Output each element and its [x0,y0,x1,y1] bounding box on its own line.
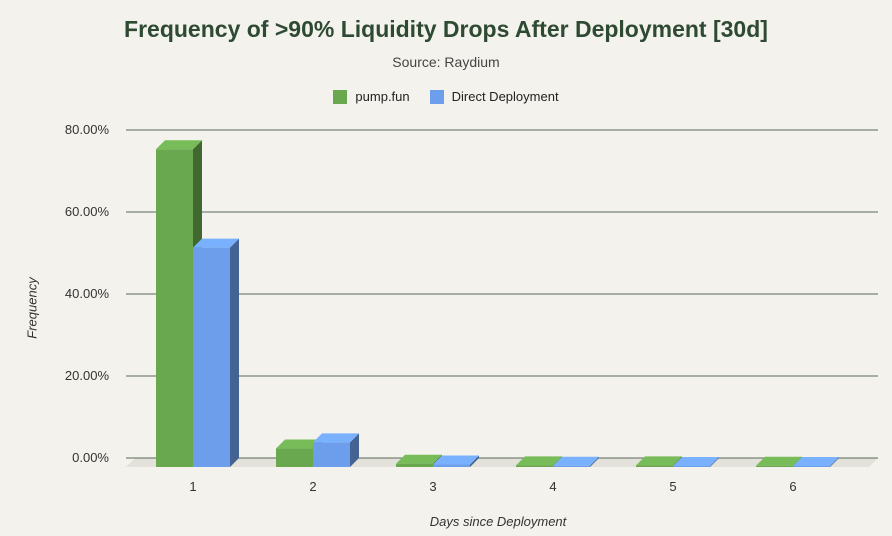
bar-front [636,465,673,467]
bar-top [193,238,239,248]
bar-front [396,463,433,467]
legend-item-pump-fun[interactable]: pump.fun [333,89,410,104]
bar-direct-deployment-day-2[interactable] [313,433,359,467]
chart-title: Frequency of >90% Liquidity Drops After … [124,16,768,42]
legend-label-direct-deployment: Direct Deployment [451,89,559,104]
bar-top [276,439,322,449]
legend: pump.fun Direct Deployment [0,89,892,104]
x-tick-label: 2 [309,479,316,494]
y-tick-label: 20.00% [65,368,110,383]
y-tick-label: 60.00% [65,204,110,219]
bar-front [793,466,830,467]
bar-direct-deployment-day-6[interactable] [793,457,839,467]
legend-swatch-pump-fun [333,89,348,104]
bar-front [756,465,793,467]
bar-front [193,247,230,467]
bar-top [553,456,599,466]
bar-top [756,456,802,466]
bar-top [156,140,202,150]
bar-front [673,466,710,467]
y-tick-label: 80.00% [65,122,110,137]
bar-side [710,457,719,467]
bar-front [553,465,590,467]
x-tick-label: 5 [669,479,676,494]
bar-side [590,456,599,467]
x-tick-label: 6 [789,479,796,494]
bar-direct-deployment-day-4[interactable] [553,456,599,467]
bar-front [156,149,193,467]
bar-front [276,448,313,467]
y-tick-label: 0.00% [72,450,109,465]
bar-direct-deployment-day-5[interactable] [673,457,719,467]
legend-swatch-direct-deployment [429,89,444,104]
x-axis-title: Days since Deployment [429,514,567,529]
bar-front [516,465,553,467]
legend-item-direct-deployment[interactable]: Direct Deployment [429,89,559,104]
x-tick-label: 4 [549,479,556,494]
chart-subtitle: Source: Raydium [392,54,500,70]
bar-pump-fun-day-1[interactable] [156,140,202,467]
bar-front [313,442,350,467]
bar-top [673,457,719,466]
bar-side [230,238,239,467]
bar-side [350,433,359,467]
x-tick-label: 3 [429,479,436,494]
bar-top [516,456,562,466]
legend-label-pump-fun: pump.fun [355,89,410,104]
x-tick-label: 1 [189,479,196,494]
y-tick-label: 40.00% [65,286,110,301]
bar-top [396,454,442,464]
bar-direct-deployment-day-3[interactable] [433,455,479,467]
bar-front [433,464,470,467]
bar-direct-deployment-day-1[interactable] [193,238,239,467]
bar-top [636,456,682,466]
bar-side [830,457,839,467]
bar-top [313,433,359,443]
bar-top [793,457,839,466]
bar-top [433,455,479,465]
bar-side [470,455,479,467]
